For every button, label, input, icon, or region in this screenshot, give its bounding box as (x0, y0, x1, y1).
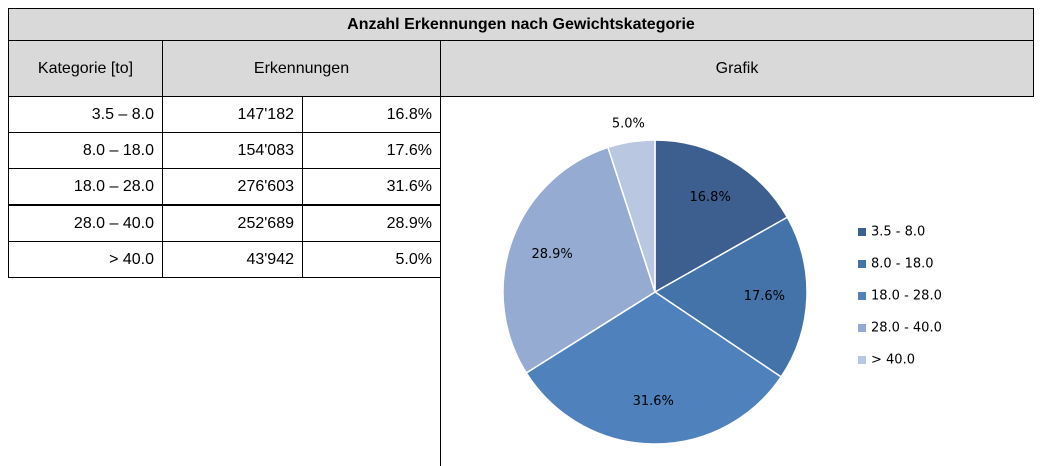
pie-slice (653, 216, 808, 378)
legend-swatch (858, 324, 866, 332)
table-cell: 5.0% (302, 240, 441, 278)
slice-label: 28.9% (531, 247, 572, 262)
legend-label: 18.0 - 28.0 (871, 289, 942, 304)
header-cell: Grafik (440, 40, 1034, 97)
legend-label: > 40.0 (871, 353, 915, 368)
table-cell: 31.6% (302, 168, 441, 206)
pie-slice (502, 146, 656, 374)
table-cell: 28.0 – 40.0 (8, 204, 163, 242)
pie-slice (525, 291, 783, 445)
slice-label: 5.0% (612, 116, 645, 131)
table-title: Anzahl Erkennungen nach Gewichtskategori… (8, 8, 1034, 41)
table-cell: 18.0 – 28.0 (8, 168, 163, 206)
slice-label: 17.6% (744, 289, 785, 304)
table-cell: 3.5 – 8.0 (8, 96, 163, 133)
legend-label: 28.0 - 40.0 (871, 321, 942, 336)
table-cell: 17.6% (302, 132, 441, 170)
pie-chart: 16.8% 17.6% 31.6% 28.9% 5.0% 3.5 - 8.0 8.0 - 1… (502, 116, 942, 445)
legend-label: 8.0 - 18.0 (871, 257, 934, 272)
legend-swatch (858, 356, 866, 364)
legend-swatch (858, 228, 866, 236)
table-cell: 43'942 (162, 240, 303, 278)
legend-swatch (858, 292, 866, 300)
pie-slice (654, 139, 789, 294)
legend-swatch (858, 260, 866, 268)
header-cell: Kategorie [to] (8, 40, 163, 97)
table-cell: 8.0 – 18.0 (8, 132, 163, 170)
table-cell: 16.8% (302, 96, 441, 133)
pie-slice (607, 139, 656, 293)
table-cell: 28.9% (302, 204, 441, 242)
table-cell: 252'689 (162, 204, 303, 242)
slice-label: 31.6% (633, 394, 674, 409)
table-cell: 276'603 (162, 168, 303, 206)
legend-label: 3.5 - 8.0 (871, 225, 925, 240)
slice-label: 16.8% (690, 190, 731, 205)
table-cell: 147'182 (162, 96, 303, 133)
table-cell: 154'083 (162, 132, 303, 170)
header-cell: Erkennungen (162, 40, 441, 97)
graphic-column-border (440, 96, 441, 466)
table-cell: > 40.0 (8, 240, 163, 278)
